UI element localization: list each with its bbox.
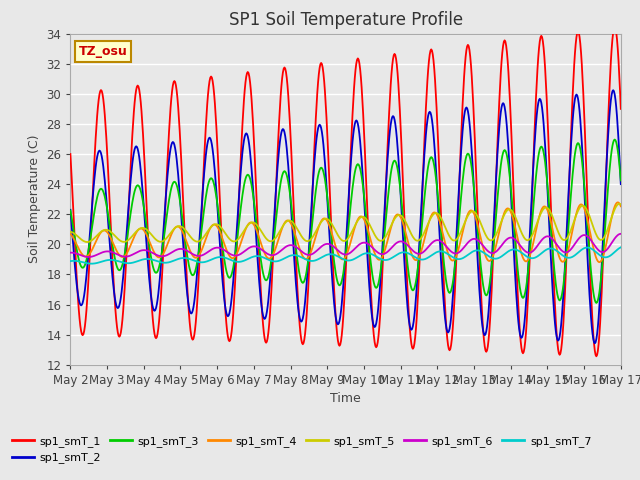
Line: sp1_smT_4: sp1_smT_4 xyxy=(70,203,621,262)
sp1_smT_2 xyxy=(609,87,617,93)
sp1_smT_1 xyxy=(593,353,600,359)
sp1_smT_1 xyxy=(617,106,625,112)
sp1_smT_3 xyxy=(67,208,74,214)
sp1_smT_2 xyxy=(188,311,195,316)
sp1_smT_3 xyxy=(617,178,625,183)
sp1_smT_7 xyxy=(617,244,625,250)
sp1_smT_6 xyxy=(567,246,575,252)
sp1_smT_2 xyxy=(67,207,74,213)
sp1_smT_4 xyxy=(390,215,398,220)
sp1_smT_7 xyxy=(338,256,346,262)
sp1_smT_7 xyxy=(567,254,575,260)
Text: TZ_osu: TZ_osu xyxy=(79,45,127,58)
Legend: sp1_smT_1, sp1_smT_2, sp1_smT_3, sp1_smT_4, sp1_smT_5, sp1_smT_6, sp1_smT_7: sp1_smT_1, sp1_smT_2, sp1_smT_3, sp1_smT… xyxy=(7,432,596,468)
sp1_smT_6 xyxy=(445,247,453,253)
sp1_smT_3 xyxy=(188,271,195,276)
sp1_smT_4 xyxy=(445,252,452,258)
sp1_smT_2 xyxy=(337,308,345,314)
sp1_smT_6 xyxy=(617,231,625,237)
sp1_smT_3 xyxy=(566,199,574,205)
sp1_smT_4 xyxy=(566,238,574,244)
Y-axis label: Soil Temperature (C): Soil Temperature (C) xyxy=(28,135,41,264)
Line: sp1_smT_6: sp1_smT_6 xyxy=(70,234,621,257)
sp1_smT_4 xyxy=(337,256,345,262)
sp1_smT_3 xyxy=(211,185,219,191)
sp1_smT_7 xyxy=(67,258,74,264)
sp1_smT_4 xyxy=(614,200,621,205)
sp1_smT_4 xyxy=(617,204,625,209)
sp1_smT_4 xyxy=(211,222,219,228)
sp1_smT_5 xyxy=(392,215,399,221)
sp1_smT_3 xyxy=(337,280,345,286)
sp1_smT_5 xyxy=(616,201,623,207)
sp1_smT_5 xyxy=(83,239,91,245)
sp1_smT_2 xyxy=(591,340,598,346)
Title: SP1 Soil Temperature Profile: SP1 Soil Temperature Profile xyxy=(228,11,463,29)
sp1_smT_6 xyxy=(67,250,74,255)
sp1_smT_5 xyxy=(212,221,220,227)
sp1_smT_4 xyxy=(67,231,74,237)
sp1_smT_6 xyxy=(212,245,220,251)
sp1_smT_7 xyxy=(392,253,399,259)
sp1_smT_1 xyxy=(211,100,219,106)
sp1_smT_7 xyxy=(212,255,220,261)
X-axis label: Time: Time xyxy=(330,392,361,406)
sp1_smT_6 xyxy=(392,241,399,247)
sp1_smT_3 xyxy=(445,289,452,295)
Line: sp1_smT_3: sp1_smT_3 xyxy=(70,140,621,303)
sp1_smT_3 xyxy=(611,137,618,143)
sp1_smT_7 xyxy=(88,261,95,266)
sp1_smT_5 xyxy=(567,227,575,232)
sp1_smT_1 xyxy=(445,346,452,352)
sp1_smT_7 xyxy=(445,252,453,258)
sp1_smT_5 xyxy=(617,202,625,207)
sp1_smT_2 xyxy=(566,154,574,160)
sp1_smT_7 xyxy=(188,257,196,263)
sp1_smT_2 xyxy=(390,117,398,122)
sp1_smT_6 xyxy=(85,254,93,260)
sp1_smT_2 xyxy=(617,181,625,187)
sp1_smT_4 xyxy=(596,259,604,265)
sp1_smT_1 xyxy=(390,51,398,57)
sp1_smT_3 xyxy=(390,158,398,164)
Line: sp1_smT_7: sp1_smT_7 xyxy=(70,247,621,264)
sp1_smT_6 xyxy=(338,251,346,256)
sp1_smT_2 xyxy=(211,169,219,175)
Line: sp1_smT_5: sp1_smT_5 xyxy=(70,204,621,242)
sp1_smT_1 xyxy=(188,332,195,338)
Line: sp1_smT_2: sp1_smT_2 xyxy=(70,90,621,343)
sp1_smT_5 xyxy=(338,237,346,243)
sp1_smT_2 xyxy=(445,329,452,335)
sp1_smT_1 xyxy=(337,338,345,344)
sp1_smT_1 xyxy=(566,149,574,155)
sp1_smT_5 xyxy=(188,236,196,241)
sp1_smT_5 xyxy=(445,234,453,240)
sp1_smT_3 xyxy=(593,300,600,306)
sp1_smT_1 xyxy=(67,151,74,157)
Line: sp1_smT_1: sp1_smT_1 xyxy=(70,27,621,356)
sp1_smT_4 xyxy=(188,250,195,256)
sp1_smT_1 xyxy=(611,24,618,30)
sp1_smT_6 xyxy=(188,251,196,256)
sp1_smT_5 xyxy=(67,229,74,235)
